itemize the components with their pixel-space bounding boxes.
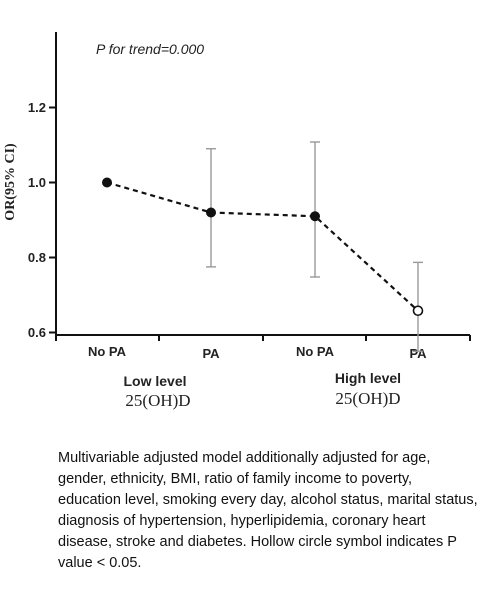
- y-axis: 0.6 0.8 1.0 1.2: [28, 32, 57, 340]
- data-point: [206, 207, 216, 218]
- x-tick-label: No PA: [88, 344, 127, 359]
- series-line: [106, 181, 419, 312]
- x-tick-label: No PA: [296, 344, 335, 359]
- group-sublabel-high: 25(OH)D: [335, 389, 400, 408]
- group-sublabel-low: 25(OH)D: [125, 391, 190, 410]
- group-label-high: High level: [335, 370, 401, 386]
- y-tick-label: 0.6: [28, 325, 46, 340]
- group-label-low: Low level: [123, 373, 186, 389]
- x-tick-label: PA: [409, 346, 427, 361]
- x-axis: No PA PA No PA PA: [55, 334, 471, 361]
- data-point: [102, 177, 112, 188]
- y-tick-label: 0.8: [28, 250, 46, 265]
- y-tick-label: 1.0: [28, 175, 46, 190]
- series: [102, 141, 424, 352]
- x-tick-label: PA: [202, 346, 220, 361]
- trend-annotation: P for trend=0.000: [96, 41, 204, 57]
- y-axis-label: OR(95% CI): [3, 143, 18, 221]
- chart: P for trend=0.000 OR(95% CI) 0.6 0.8 1.0 1.…: [3, 32, 471, 410]
- y-tick-label: 1.2: [28, 100, 46, 115]
- figure-caption: Multivariable adjusted model additionall…: [58, 450, 478, 571]
- data-point-hollow: [412, 305, 424, 317]
- data-point: [310, 211, 320, 222]
